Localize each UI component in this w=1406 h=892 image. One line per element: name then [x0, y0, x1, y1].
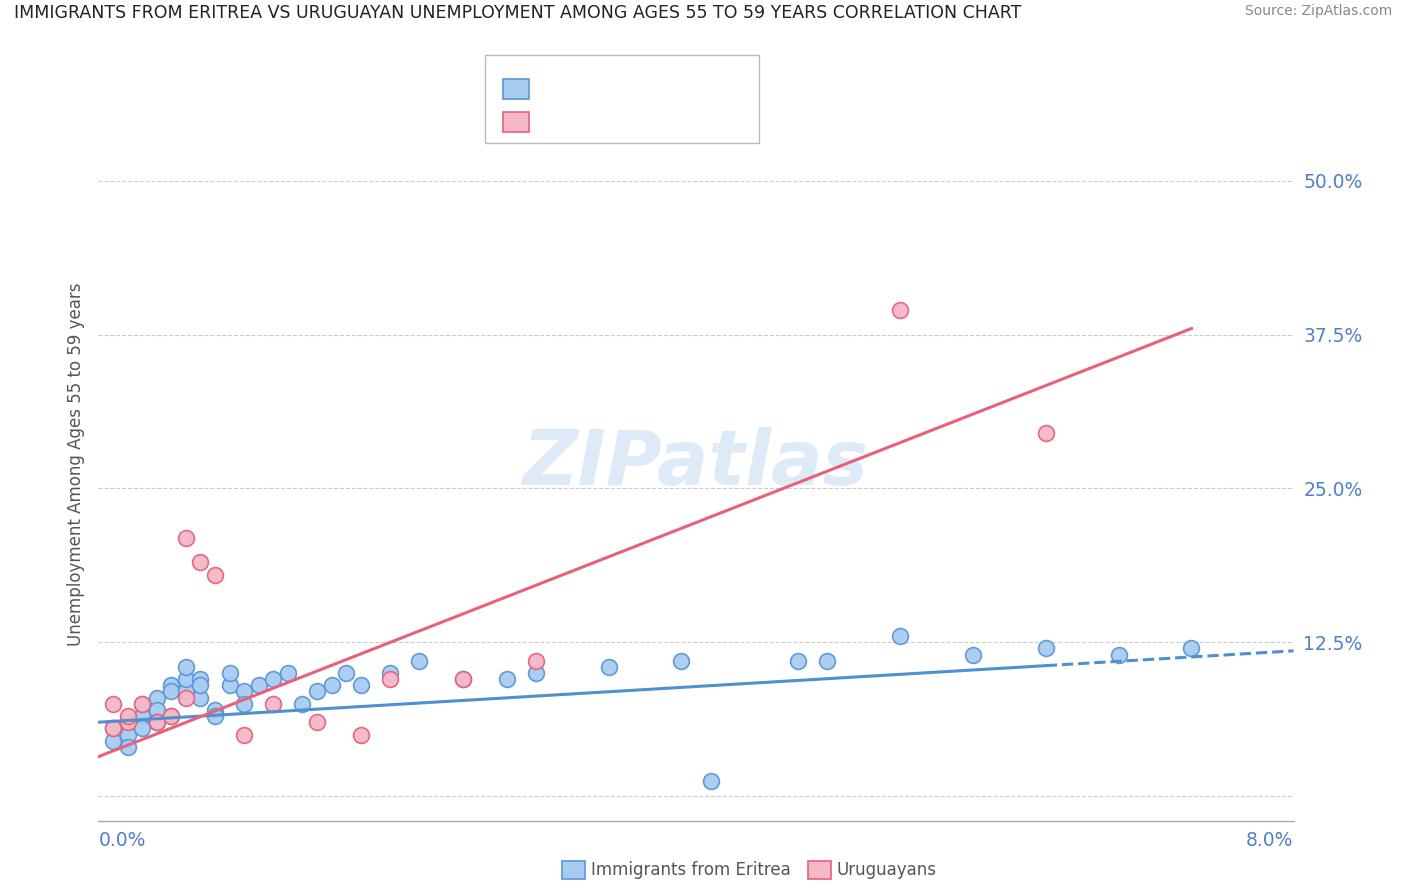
Point: [204, 567, 226, 582]
Point: [1180, 641, 1202, 656]
Point: [101, 733, 124, 747]
Point: [131, 697, 153, 711]
Point: [204, 709, 226, 723]
Point: [350, 727, 373, 741]
Point: [174, 684, 197, 698]
Point: [145, 715, 167, 730]
Point: [101, 722, 124, 736]
Point: [305, 684, 328, 698]
Point: [321, 678, 343, 692]
Text: Uruguayans: Uruguayans: [837, 861, 936, 879]
Point: [699, 774, 721, 789]
Point: [598, 660, 620, 674]
Point: [160, 684, 183, 698]
Point: [174, 660, 197, 674]
Point: [495, 672, 517, 686]
Point: [174, 690, 197, 705]
Point: [101, 697, 124, 711]
Text: Immigrants from Eritrea: Immigrants from Eritrea: [591, 861, 790, 879]
Point: [262, 672, 284, 686]
Point: [160, 678, 183, 692]
Point: [277, 665, 299, 680]
Point: [233, 697, 256, 711]
Point: [117, 727, 139, 741]
Text: R = 0.730    N = 20: R = 0.730 N = 20: [540, 113, 716, 131]
Point: [131, 709, 153, 723]
Point: [962, 648, 984, 662]
Point: [117, 709, 139, 723]
Point: [131, 697, 153, 711]
Point: [190, 690, 212, 705]
Point: [145, 690, 167, 705]
Point: [262, 697, 284, 711]
Point: [787, 654, 810, 668]
Point: [160, 709, 183, 723]
Point: [145, 715, 167, 730]
Point: [204, 703, 226, 717]
Point: [174, 672, 197, 686]
Point: [378, 665, 401, 680]
Point: [190, 672, 212, 686]
Point: [160, 709, 183, 723]
Point: [524, 654, 547, 668]
Point: [889, 303, 911, 318]
Point: [117, 739, 139, 754]
Point: [218, 665, 240, 680]
Text: IMMIGRANTS FROM ERITREA VS URUGUAYAN UNEMPLOYMENT AMONG AGES 55 TO 59 YEARS CORR: IMMIGRANTS FROM ERITREA VS URUGUAYAN UNE…: [14, 4, 1021, 22]
Point: [1108, 648, 1130, 662]
Point: [247, 678, 270, 692]
Text: ZIPatlas: ZIPatlas: [523, 427, 869, 500]
Point: [1035, 641, 1057, 656]
Point: [335, 665, 357, 680]
Point: [815, 654, 838, 668]
Text: 8.0%: 8.0%: [1246, 830, 1294, 850]
Point: [378, 672, 401, 686]
Point: [190, 555, 212, 569]
Point: [451, 672, 474, 686]
Point: [291, 697, 314, 711]
Point: [145, 703, 167, 717]
Point: [174, 531, 197, 545]
Point: [117, 715, 139, 730]
Text: Source: ZipAtlas.com: Source: ZipAtlas.com: [1244, 4, 1392, 19]
Point: [131, 722, 153, 736]
Y-axis label: Unemployment Among Ages 55 to 59 years: Unemployment Among Ages 55 to 59 years: [66, 282, 84, 646]
Point: [350, 678, 373, 692]
Point: [889, 629, 911, 643]
Point: [218, 678, 240, 692]
Point: [101, 722, 124, 736]
Point: [190, 678, 212, 692]
Point: [305, 715, 328, 730]
Point: [1035, 426, 1057, 441]
Point: [408, 654, 430, 668]
Text: R = 0.413    N = 49: R = 0.413 N = 49: [540, 80, 716, 98]
Point: [524, 665, 547, 680]
Point: [671, 654, 693, 668]
Text: 0.0%: 0.0%: [98, 830, 146, 850]
Point: [233, 727, 256, 741]
Point: [451, 672, 474, 686]
Point: [233, 684, 256, 698]
Point: [117, 715, 139, 730]
